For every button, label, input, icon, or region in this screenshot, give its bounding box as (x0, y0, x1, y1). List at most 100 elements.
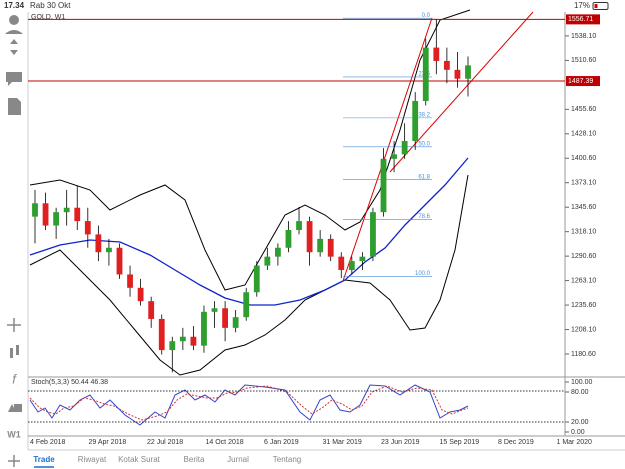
y-tick-label: 1400.60 (571, 155, 596, 162)
candle-body (179, 336, 186, 342)
candle-body (32, 203, 38, 217)
candle-body (296, 221, 302, 230)
tab[interactable]: Berita (184, 455, 205, 464)
x-tick-label: 15 Sep 2019 (440, 439, 480, 446)
moving-average (29, 157, 469, 306)
timeframe[interactable]: W1 (7, 429, 21, 439)
candle-body (454, 69, 461, 79)
y-tick-label: 1180.60 (571, 351, 596, 358)
x-tick-label: 6 Jan 2019 (264, 439, 299, 446)
candle-body (116, 247, 123, 275)
x-tick-label: 31 Mar 2019 (323, 439, 362, 446)
candle-body (401, 141, 408, 155)
battery-icon (592, 2, 609, 10)
y-tick-label: 1538.10 (571, 33, 596, 40)
candle-body (306, 221, 313, 253)
candle-body (148, 301, 155, 319)
candle-body (158, 318, 165, 351)
y-tick-label: 1510.60 (571, 57, 596, 64)
add-icon[interactable] (8, 455, 20, 467)
x-tick-label: 29 Apr 2018 (89, 439, 127, 446)
chart-title: GOLD, W1 (31, 14, 65, 21)
candle-body (74, 207, 81, 222)
tab[interactable]: Trade (33, 455, 55, 464)
doc-icon[interactable] (8, 98, 21, 115)
candle-body (422, 47, 429, 101)
fib-label: 50.0 (418, 141, 430, 147)
status-battery: 17% (574, 1, 590, 10)
toolbar: f W1 (5, 15, 23, 467)
fib-label: 38.2 (418, 112, 430, 118)
candle-body (137, 287, 144, 302)
trend-line (342, 17, 433, 282)
tab[interactable]: Riwayat (78, 455, 107, 464)
candle-body (327, 238, 334, 257)
price-label-bg (566, 14, 600, 25)
y-tick-label: 1290.60 (571, 253, 596, 260)
y-tick-label: 1455.60 (571, 106, 596, 113)
candle-body (465, 65, 471, 79)
bollinger-lower (29, 174, 469, 376)
x-tick-label: 14 Oct 2018 (206, 439, 244, 446)
candle-body (412, 100, 419, 142)
crosshair-icon[interactable] (7, 318, 21, 332)
candle-body (443, 60, 450, 70)
trade-icon[interactable] (10, 39, 18, 55)
objects-icon[interactable] (8, 404, 22, 412)
x-tick-label: 22 Jul 2018 (147, 439, 183, 446)
candle-body (274, 247, 281, 257)
fib-label: 100.0 (415, 271, 431, 277)
stoch-tick-label: 20.00 (571, 419, 589, 426)
tab[interactable]: Tentang (273, 455, 301, 464)
candle-body (222, 308, 229, 328)
indicator-icon[interactable]: f (12, 371, 17, 386)
candle-body (338, 256, 345, 271)
stoch-tick-label: 0.00 (571, 429, 585, 436)
stoch-tick-label: 100.00 (571, 379, 593, 386)
chat-icon[interactable] (6, 72, 22, 86)
stoch-label: Stoch(5,3,3) 50.44 46.38 (31, 379, 108, 386)
candle-body (359, 256, 366, 262)
candle-body (169, 341, 176, 351)
candle-body (380, 158, 387, 213)
tab[interactable]: Kotak Surat (118, 455, 161, 464)
y-tick-label: 1345.60 (571, 204, 596, 211)
account-icon-body[interactable] (5, 30, 23, 34)
battery-level (594, 4, 598, 8)
y-tick-label: 1263.10 (571, 277, 596, 284)
candle-body (243, 292, 250, 318)
candle-body (84, 221, 91, 235)
x-tick-label: 4 Feb 2018 (30, 439, 66, 446)
candle-body (201, 311, 207, 346)
fib-label: 0.0 (422, 13, 431, 19)
price-label: 1556.71 (568, 16, 593, 23)
candle-body (370, 212, 376, 257)
fib-label: 78.6 (418, 214, 430, 220)
y-tick-label: 1208.10 (571, 326, 596, 333)
candle-body (211, 308, 218, 312)
candle-body (53, 212, 60, 226)
x-tick-label: 8 Dec 2019 (498, 439, 534, 446)
tab[interactable]: Jurnal (227, 455, 249, 464)
trend-line (389, 11, 534, 173)
chart-type-icon[interactable] (10, 345, 19, 358)
candle-body (127, 274, 133, 288)
candle-body (285, 229, 292, 248)
account-icon[interactable] (9, 15, 19, 25)
candle-body (95, 234, 102, 253)
candle-body (190, 336, 197, 346)
fib-label: 61.8 (418, 174, 430, 180)
price-label-bg (566, 76, 600, 87)
candle-body (42, 203, 49, 226)
x-tick-label: 1 Mar 2020 (557, 439, 593, 446)
candle-body (317, 238, 324, 253)
price-label: 1487.39 (568, 78, 593, 85)
status-date: Rab 30 Okt (30, 1, 71, 10)
candle-body (253, 265, 260, 293)
candle-body (232, 317, 239, 328)
y-tick-label: 1373.10 (571, 180, 596, 187)
stoch-tick-label: 80.00 (571, 389, 589, 396)
y-tick-label: 1428.10 (571, 131, 596, 138)
bollinger-upper (29, 9, 471, 291)
